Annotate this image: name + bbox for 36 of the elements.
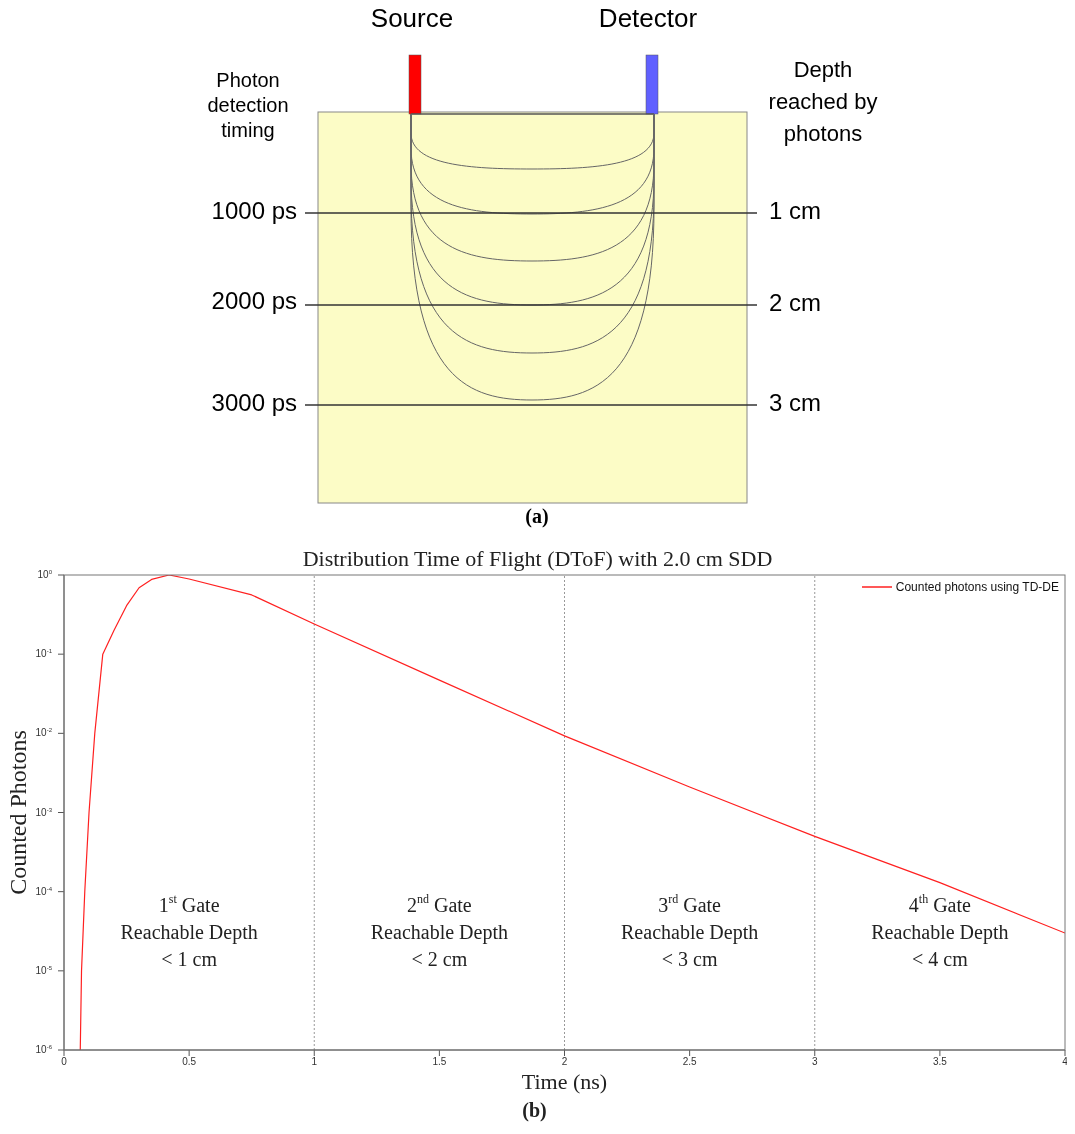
x-tick-label: 3.5 [932, 1056, 948, 1068]
text: 2 cm [769, 289, 822, 317]
annotation: 4$^{th}$ Gate Reachable Depth < 4 cm [871, 891, 1009, 970]
legend-label: Counted photons using TD-DE [895, 579, 1059, 595]
x-axis-title: Time (ns) [521, 1069, 608, 1094]
text: 1000 ps [211, 197, 297, 225]
y-tick-label: 10$^{-6}$ [35, 1043, 53, 1055]
y-tick-label: 10$^{-4}$ [35, 885, 53, 897]
x-tick-label: 2 [561, 1056, 568, 1068]
x-tick-label: 0 [61, 1056, 68, 1068]
text: Photon detection timing [207, 69, 289, 142]
x-tick-label: 2.5 [682, 1056, 698, 1068]
annotation: 1$^{st}$ Gate Reachable Depth < 1 cm [120, 891, 258, 970]
text: (a) [525, 504, 549, 528]
x-tick-label: 0.5 [182, 1056, 197, 1068]
y-tick-label: 10$^{-2}$ [35, 726, 53, 738]
y-tick-label: 10$^{0}$ [37, 568, 53, 580]
x-tick-label: 1.5 [432, 1056, 447, 1068]
x-tick-label: 4 [1062, 1056, 1069, 1068]
text: 3 cm [769, 389, 822, 417]
x-tick-label: 3 [811, 1056, 818, 1068]
text: Source [370, 2, 454, 33]
chart-title: Distribution Time of Flight (DToF) with 2.0 cm SDD [302, 546, 773, 571]
text: Detector [598, 2, 698, 33]
y-axis-title: Counted Photons [5, 730, 31, 895]
x-tick-label: 1 [311, 1056, 318, 1068]
text: (b) [522, 1099, 547, 1122]
annotation: 2$^{nd}$ Gate Reachable Depth < 2 cm [370, 891, 508, 970]
text: 3000 ps [211, 389, 297, 417]
text: Depth reached by photons [768, 56, 878, 146]
y-tick-label: 10$^{-3}$ [35, 806, 53, 818]
y-tick-label: 10$^{-1}$ [35, 647, 53, 659]
text: 1 cm [769, 197, 822, 225]
annotation: 3$^{rd}$ Gate Reachable Depth < 3 cm [621, 891, 759, 970]
y-tick-label: 10$^{-5}$ [35, 964, 53, 976]
text: 2000 ps [211, 287, 297, 315]
